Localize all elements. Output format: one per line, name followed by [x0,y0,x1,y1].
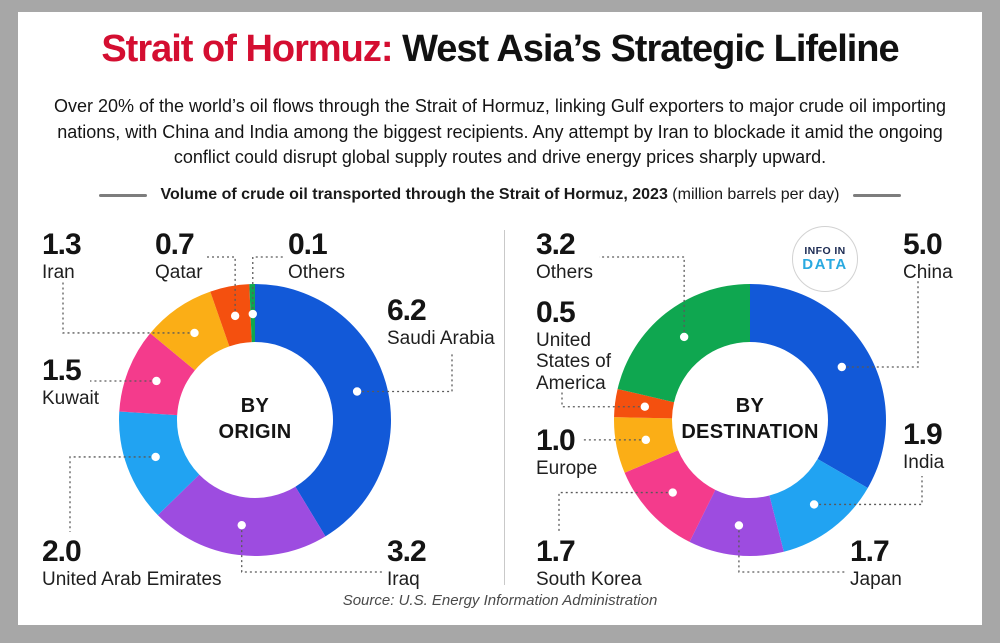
leader-line-india [814,476,923,506]
label-origin-kuwait: 1.5 Kuwait [42,354,100,410]
segment-dot-kuwait [152,376,161,386]
intro-paragraph: Over 20% of the world’s oil flows throug… [53,96,947,168]
donut-segment-by-origin-saudi-arabia [255,284,391,537]
label-destination-japan: 1.7 Japan [850,535,902,591]
label-name: India [903,452,945,473]
label-destination-india: 1.9 India [903,418,945,474]
destination-center-label: BY DESTINATION [681,395,819,443]
divider-rule-left [98,193,147,197]
label-name: Others [536,262,594,283]
label-value: 1.5 [42,354,82,387]
segment-dot-iran [190,328,199,338]
leader-line-saudi-arabia [357,352,453,393]
donut-segment-by-destination-india [769,459,868,552]
label-destination-south-korea: 1.7 South Korea [536,535,642,591]
label-name: South Korea [536,569,642,590]
label-origin-iraq: 3.2 Iraq [387,535,427,591]
chart-subtitle-unit: (million barrels per day) [667,186,840,203]
label-name: Europe [536,458,598,479]
label-origin-united-arab-emirates: 2.0 United Arab Emirates [42,535,222,591]
segment-dot-united-arab-emirates [151,452,160,462]
label-destination-europe: 1.0 Europe [536,424,598,480]
segment-dot-others [248,309,257,319]
segment-dot-japan [734,521,744,530]
label-name: Kuwait [42,388,100,409]
label-destination-others: 3.2 Others [536,228,594,284]
label-value: 6.2 [387,294,427,327]
label-destination-china: 5.0 China [903,228,953,284]
label-value: 1.0 [536,424,576,457]
donut-segment-by-destination-china [750,284,886,488]
label-origin-others: 0.1 Others [288,228,346,284]
label-name: Japan [850,569,902,590]
label-value: 3.2 [387,535,427,568]
label-value: 1.7 [850,535,890,568]
origin-center-label: BY ORIGIN [218,395,292,443]
label-value: 0.1 [288,228,328,261]
label-value: 2.0 [42,535,82,568]
chart-subtitle-row: Volume of crude oil transported through … [0,186,1000,204]
donut-segment-by-origin-united-arab-emirates [119,411,200,516]
label-value: 1.7 [536,535,576,568]
label-origin-iran: 1.3 Iran [42,228,82,284]
label-value: 1.9 [903,418,943,451]
label-value: 1.3 [42,228,82,261]
brand-logo-text-bottom: DATA [802,256,848,273]
segment-dot-qatar [230,311,240,321]
leader-line-united-arab-emirates [69,456,156,532]
charts-vertical-divider [504,230,505,585]
chart-subtitle: Volume of crude oil transported through … [161,186,840,204]
donut-segment-by-origin-iran [150,291,230,371]
segment-dot-china [837,362,846,372]
donut-segment-by-destination-others [617,284,750,403]
leader-line-south-korea [558,491,673,532]
label-name: Saudi Arabia [387,328,495,349]
donut-segment-by-origin-iraq [157,474,326,556]
segment-dot-united-states-of-america [640,402,650,411]
title-rest: West Asia’s Strategic Lifeline [392,28,900,70]
brand-logo: INFO IN DATA [792,226,858,292]
label-name: United Arab Emirates [42,569,222,590]
source-credit: Source: U.S. Energy Information Administ… [342,592,658,609]
segment-dot-saudi-arabia [352,387,362,396]
label-origin-qatar: 0.7 Qatar [155,228,203,284]
donut-segment-by-origin-kuwait [119,333,195,416]
segment-dot-europe [641,435,651,445]
chart-subtitle-bold: Volume of crude oil transported through … [160,186,668,203]
label-value: 0.7 [155,228,195,261]
page-title: Strait of Hormuz: West Asia’s Strategic … [0,28,1000,71]
segment-dot-others [679,332,689,342]
segment-dot-india [809,500,819,509]
leader-line-iran [62,282,195,334]
leader-line-others [599,256,685,337]
label-value: 0.5 [536,296,576,329]
title-highlight: Strait of Hormuz: [101,28,393,70]
donut-segment-by-destination-south-korea [624,450,716,542]
segment-dot-south-korea [668,488,677,497]
label-name: Others [288,262,346,283]
divider-rule-right [853,193,902,197]
segment-dot-iraq [237,520,246,530]
label-name: China [903,262,953,283]
label-value: 5.0 [903,228,943,261]
label-name: Iran [42,262,75,283]
donut-segment-by-destination-europe [614,417,679,473]
label-name: Iraq [387,569,420,590]
leader-line-china [841,280,919,368]
label-value: 3.2 [536,228,576,261]
brand-logo-text-top: INFO IN [804,245,846,257]
label-destination-united-states: 0.5 United States of America [536,298,620,394]
label-origin-saudi-arabia: 6.2 Saudi Arabia [387,294,495,350]
label-name: Qatar [155,262,203,283]
leader-line-iraq [241,525,383,573]
leader-line-japan [738,525,846,573]
label-name: United States of America [536,330,611,394]
